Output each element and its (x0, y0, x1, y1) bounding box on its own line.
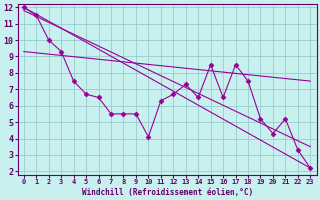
X-axis label: Windchill (Refroidissement éolien,°C): Windchill (Refroidissement éolien,°C) (82, 188, 253, 197)
